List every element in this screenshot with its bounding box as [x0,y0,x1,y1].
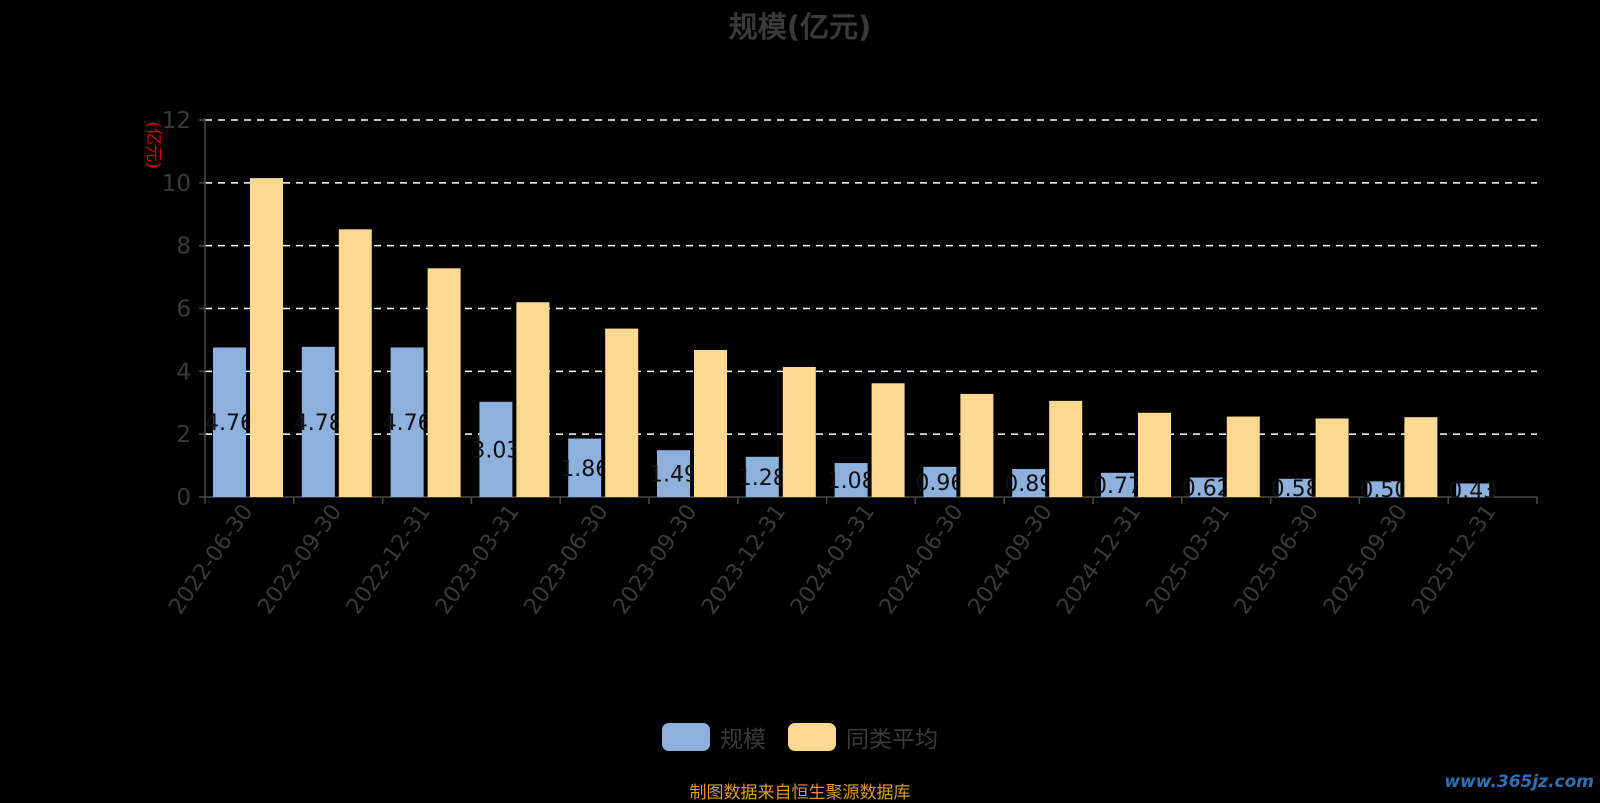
legend-swatch-peer-average [788,723,836,751]
y-tick-label: 2 [176,422,191,448]
bar-data-label: 0.96 [915,471,964,496]
bar-peer-average [782,366,816,497]
x-tick-label: 2022-06-30 [164,500,258,619]
source-note: 制图数据来自恒生聚源数据库 [689,783,911,803]
bar-peer-average [871,383,905,497]
bar-peer-average [605,328,639,497]
bar-data-label: 4.76 [383,411,432,436]
bar-data-label: 0.43 [1448,479,1497,504]
bar-data-label: 1.86 [560,457,609,482]
bar-data-label: 4.76 [205,411,254,436]
y-tick-label: 0 [176,485,191,511]
bar-scale [1278,478,1312,497]
x-tick-label: 2024-12-31 [1052,500,1146,619]
bar-scale [479,401,513,497]
bar-peer-average [1226,416,1260,497]
x-tick-label: 2022-09-30 [253,500,347,619]
bar-scale [568,438,602,497]
bar-peer-average [1315,418,1349,497]
bar-peer-average [250,178,283,497]
bar-data-label: 1.28 [738,466,787,491]
bar-scale [213,347,246,497]
x-tick-label: 2024-09-30 [964,500,1058,619]
x-tick-label: 2025-06-30 [1230,500,1324,619]
y-tick-label: 4 [176,359,191,385]
bar-scale [1367,481,1401,497]
bar-scale [301,346,335,497]
bar-peer-average [338,229,372,497]
bar-data-label: 3.03 [471,438,520,463]
bar-peer-average [960,393,994,497]
bar-scale [1012,469,1046,497]
bar-data-label: 0.89 [1004,472,1053,497]
x-tick-label: 2022-12-31 [342,500,436,619]
bar-peer-average [694,349,727,497]
x-tick-label: 2023-03-31 [431,500,525,619]
x-tick-label: 2025-03-31 [1141,500,1235,619]
y-axis-title: (亿元) [143,121,163,168]
y-tick-label: 8 [176,234,191,260]
legend-label-scale: 规模 [720,727,766,753]
bar-data-label: 1.08 [827,469,876,494]
bar-peer-average [1049,400,1083,497]
x-tick-label: 2024-03-31 [786,500,880,619]
y-tick-label: 6 [176,297,191,323]
watermark: www.365jz.com [1444,772,1594,792]
legend-item-peer-average[interactable]: 同类平均 [788,720,938,754]
y-tick-label: 10 [162,171,191,197]
bar-scale [923,466,957,497]
bar-data-label: 4.78 [294,411,343,436]
x-tick-label: 2025-12-31 [1408,500,1502,619]
x-tick-label: 2024-06-30 [875,500,969,619]
bar-scale [657,450,690,497]
bar-data-label: 0.77 [1093,474,1142,499]
bar-data-label: 0.62 [1182,476,1231,501]
legend-item-scale[interactable]: 规模 [662,720,766,754]
bar-peer-average [427,268,461,497]
legend-swatch-scale [662,723,710,751]
chart-title: 规模(亿元) [728,10,872,44]
x-tick-label: 2025-09-30 [1319,500,1413,619]
y-tick-label: 12 [162,108,191,134]
bar-peer-average [1138,412,1171,497]
bar-scale [1456,483,1490,497]
bar-data-label: 0.58 [1271,477,1320,502]
legend: 规模 同类平均 [0,720,1600,754]
bar-peer-average [1404,417,1438,497]
bar-data-label: 0.50 [1359,478,1408,503]
bar-data-label: 1.49 [649,463,698,488]
x-tick-label: 2023-12-31 [697,500,791,619]
bar-scale [834,463,868,497]
bar-scale [1189,477,1223,497]
bar-peer-average [516,302,550,497]
x-tick-label: 2023-09-30 [608,500,702,619]
bar-scale [745,456,779,497]
x-tick-label: 2023-06-30 [520,500,614,619]
bar-scale [390,347,424,497]
bar-scale [1101,472,1134,497]
legend-label-peer-average: 同类平均 [846,727,938,753]
